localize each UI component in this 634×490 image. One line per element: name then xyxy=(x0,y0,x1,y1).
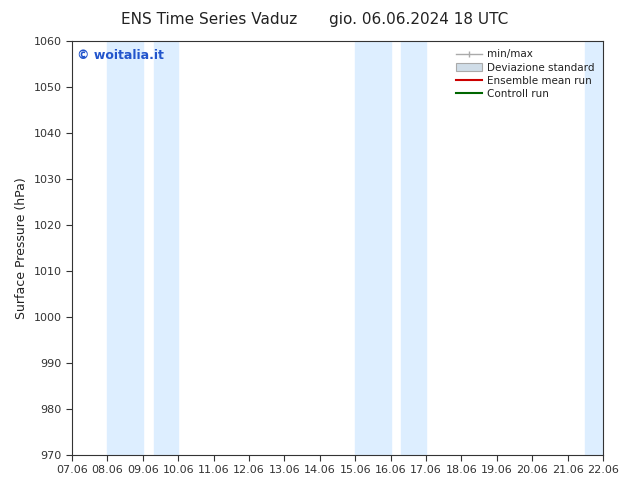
Bar xyxy=(108,41,143,455)
Y-axis label: Surface Pressure (hPa): Surface Pressure (hPa) xyxy=(15,177,28,318)
Bar xyxy=(153,41,178,455)
Text: gio. 06.06.2024 18 UTC: gio. 06.06.2024 18 UTC xyxy=(329,12,508,27)
Text: ENS Time Series Vaduz: ENS Time Series Vaduz xyxy=(121,12,297,27)
Legend: min/max, Deviazione standard, Ensemble mean run, Controll run: min/max, Deviazione standard, Ensemble m… xyxy=(453,46,598,102)
Bar xyxy=(401,41,426,455)
Bar xyxy=(355,41,391,455)
Bar xyxy=(585,41,621,455)
Text: © woitalia.it: © woitalia.it xyxy=(77,49,164,62)
